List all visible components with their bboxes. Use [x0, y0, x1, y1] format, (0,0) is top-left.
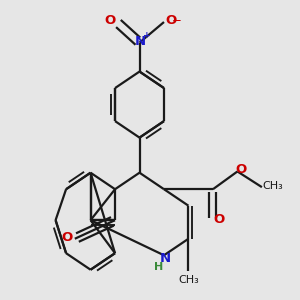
Text: N: N [160, 252, 171, 265]
Text: O: O [61, 231, 73, 244]
Text: −: − [172, 14, 182, 27]
Text: O: O [105, 14, 116, 27]
Text: H: H [154, 262, 164, 272]
Text: CH₃: CH₃ [179, 274, 200, 285]
Text: O: O [214, 213, 225, 226]
Text: O: O [165, 14, 177, 27]
Text: O: O [235, 163, 247, 176]
Text: CH₃: CH₃ [262, 181, 283, 191]
Text: +: + [143, 31, 151, 40]
Text: N: N [135, 34, 146, 47]
